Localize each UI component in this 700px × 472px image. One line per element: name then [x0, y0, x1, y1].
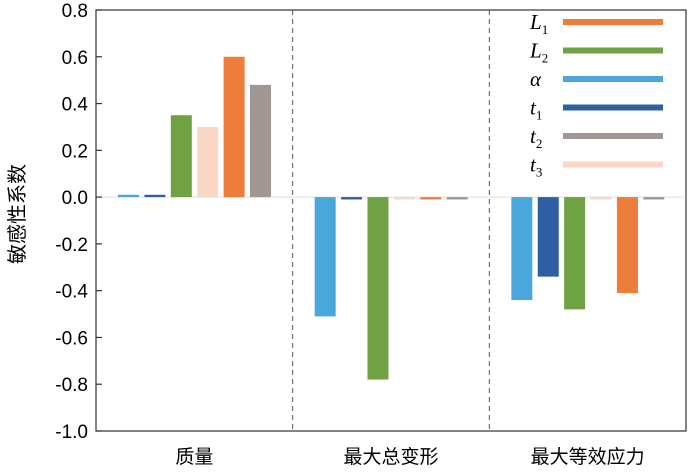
bar [393, 197, 415, 200]
bars [118, 56, 665, 380]
y-tick-label: -0.4 [55, 282, 88, 303]
x-category-labels: 质量 最大总变形 最大等效应力 [175, 446, 644, 468]
bar [118, 194, 139, 198]
legend-swatch [563, 161, 663, 168]
plot-frame [95, 9, 687, 432]
legend-label: L2 [529, 39, 548, 66]
bar [197, 126, 219, 198]
bar [511, 197, 533, 301]
x-category-label: 最大总变形 [343, 446, 438, 468]
x-category-label: 质量 [175, 446, 213, 468]
x-category-label: 最大等效应力 [531, 446, 645, 468]
legend-swatch [563, 133, 663, 139]
y-tick-label: -0.2 [55, 235, 88, 256]
y-tick-label: 0.8 [62, 1, 88, 22]
bar [170, 115, 192, 198]
legend-label: t1 [530, 96, 542, 123]
y-ticks: 0.8 0.6 0.4 0.2 0.0 -0.2 -0.4 -0.6 -0.8 -1.0 [55, 1, 102, 443]
y-tick-label: -0.8 [55, 375, 88, 396]
bar [564, 197, 586, 310]
bar [223, 56, 245, 198]
legend-label: L1 [529, 10, 548, 37]
y-tick-label: 0.2 [62, 141, 88, 162]
bar [537, 197, 559, 277]
y-tick-label: -1.0 [55, 422, 88, 443]
y-tick-label: 0.0 [62, 188, 88, 209]
bar [643, 197, 665, 200]
legend-swatch [563, 19, 663, 25]
legend-label: t3 [530, 153, 542, 180]
legend-label: α [530, 67, 542, 91]
legend-swatch [563, 104, 663, 111]
bar [144, 194, 166, 198]
bar [616, 197, 638, 294]
y-axis-label: 敏感性系数 [5, 164, 29, 264]
bar [367, 197, 389, 380]
bar [446, 197, 468, 200]
bar [420, 197, 442, 200]
y-tick-label: 0.6 [62, 48, 88, 69]
bar [250, 84, 271, 198]
y-tick-label: -0.6 [55, 328, 88, 349]
axes [95, 9, 687, 432]
legend-label: t2 [530, 124, 542, 151]
bar [314, 197, 336, 317]
legend-swatch [563, 47, 663, 54]
bar [341, 197, 363, 200]
y-tick-label: 0.4 [62, 95, 89, 116]
bar [590, 197, 612, 200]
legend-swatch [563, 76, 663, 82]
